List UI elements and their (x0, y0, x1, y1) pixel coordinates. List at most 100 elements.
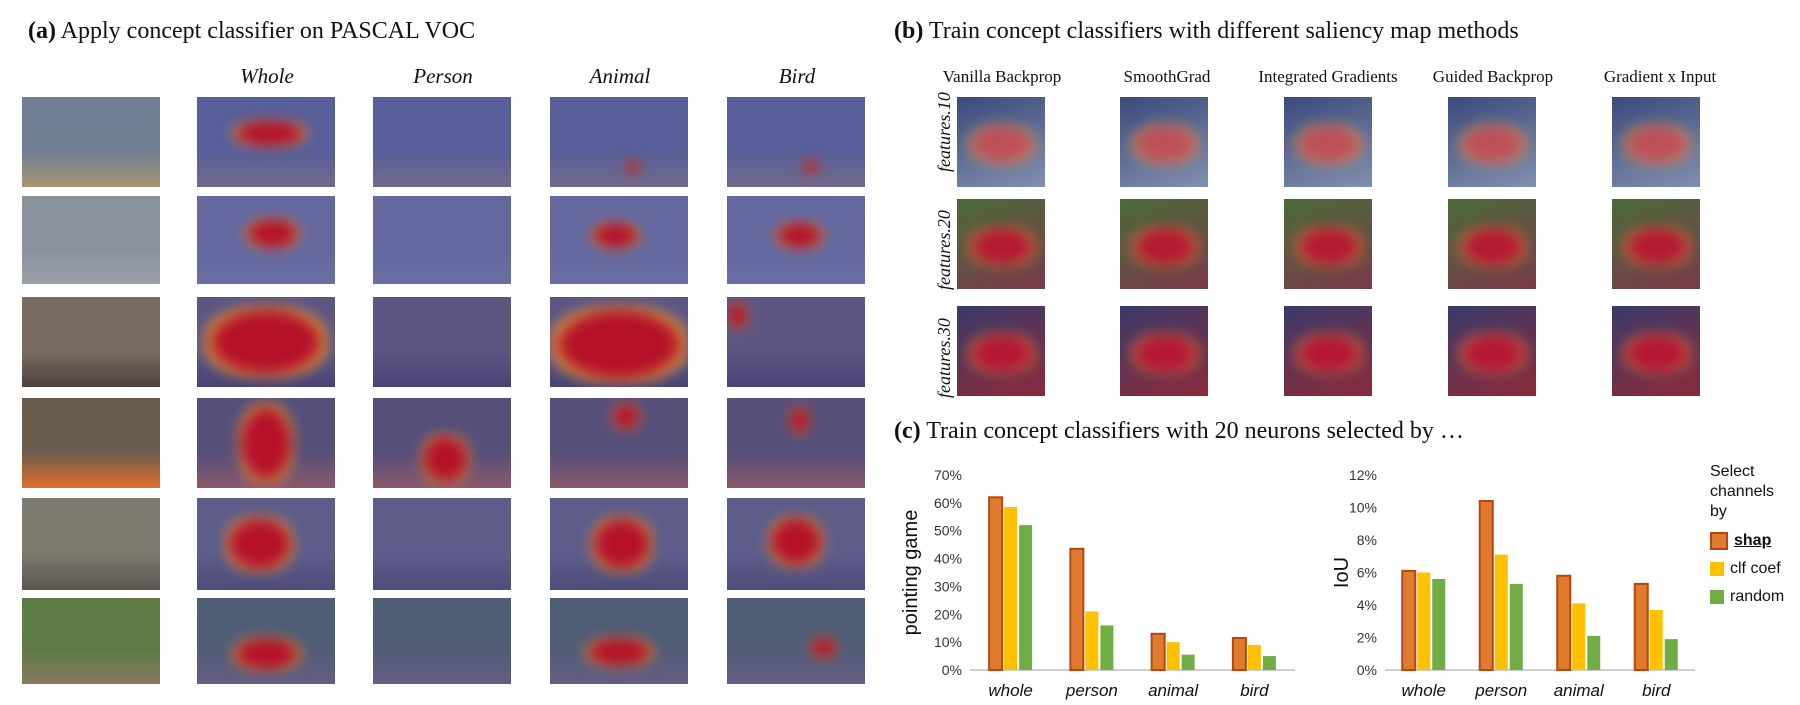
panel-c-title: (c) Train concept classifiers with 20 ne… (894, 418, 1464, 445)
bar-shap (988, 496, 1004, 671)
column-header-bird: Bird (778, 64, 816, 88)
method-header-integrated-gradients: Integrated Gradients (1258, 67, 1398, 86)
y-axis-label: pointing game (900, 510, 922, 636)
y-tick-label: 10% (934, 634, 962, 650)
heatmap-image (550, 97, 688, 187)
saliency-map-image (957, 306, 1045, 396)
y-tick-label: 30% (934, 578, 962, 594)
bar-shap (1069, 547, 1085, 671)
column-header-person: Person (413, 64, 473, 88)
saliency-map-image (1120, 97, 1208, 187)
bar-shap (1231, 636, 1247, 671)
bar-random (1181, 654, 1195, 670)
heatmap-image (373, 598, 511, 684)
iou-chart: IoU 0% 2% 4% 6% 8% 10% 12% whole person animal bird (1331, 467, 1695, 700)
y-tick-label: 8% (1357, 532, 1377, 548)
x-tick-label: animal (1148, 681, 1199, 700)
method-header-guided-backprop: Guided Backprop (1432, 67, 1554, 86)
saliency-map-image (957, 97, 1045, 187)
pointing-game-chart: pointing game 0% 10% 20% 30% 40% 50% 60% 70% whol… (900, 467, 1295, 700)
heatmap-image (727, 297, 865, 387)
bar-random (1509, 583, 1523, 670)
y-tick-label: 40% (934, 551, 962, 567)
legend-title: Select channels by (1710, 463, 1775, 520)
y-tick-label: 60% (934, 495, 962, 511)
heatmap-image (373, 498, 511, 590)
x-tick-label: person (1474, 681, 1527, 700)
saliency-map-image (1612, 199, 1700, 289)
layer-label-features-30: features.30 (934, 318, 954, 398)
legend-item-shap: shap (1710, 532, 1798, 550)
column-header-whole: Whole (240, 64, 294, 88)
saliency-map-image (1120, 306, 1208, 396)
x-tick-label: animal (1554, 681, 1605, 700)
source-image (22, 598, 160, 684)
heatmap-image (197, 598, 335, 684)
source-image (22, 398, 160, 488)
heatmap-image (727, 598, 865, 684)
panel-c-title-text: Train concept classifiers with 20 neuron… (926, 418, 1464, 444)
heatmap-image (550, 498, 688, 590)
heatmap-image (727, 498, 865, 590)
y-tick-label: 50% (934, 523, 962, 539)
y-tick-label: 10% (1349, 500, 1377, 516)
y-tick-label: 4% (1357, 597, 1377, 613)
y-axis-label: IoU (1331, 557, 1353, 588)
saliency-map-image (1448, 199, 1536, 289)
saliency-map-image (1612, 306, 1700, 396)
method-header-vanilla-backprop: Vanilla Backprop (942, 67, 1062, 86)
saliency-map-image (1120, 199, 1208, 289)
heatmap-image (373, 297, 511, 387)
panel-c-label: (c) (894, 418, 921, 444)
bar-shap (1478, 500, 1494, 671)
heatmap-image (727, 398, 865, 488)
heatmap-image (727, 97, 865, 187)
y-tick-label: 20% (934, 606, 962, 622)
method-header-smoothgrad: SmoothGrad (1123, 67, 1211, 86)
heatmap-image (373, 196, 511, 284)
heatmap-image (197, 498, 335, 590)
bar-clf-coef (1417, 572, 1431, 670)
x-tick-label: person (1065, 681, 1118, 700)
legend-swatch-random (1710, 590, 1724, 604)
source-image (22, 498, 160, 590)
bar-clf-coef (1004, 507, 1018, 670)
x-tick-label: bird (1642, 681, 1671, 700)
legend-swatch-shap (1710, 532, 1728, 550)
bar-random (1587, 635, 1601, 670)
legend-label-random: random (1730, 588, 1785, 605)
saliency-map-image (957, 199, 1045, 289)
bar-random (1100, 625, 1114, 670)
bar-shap (1401, 569, 1417, 671)
layer-label-features-10: features.10 (934, 92, 954, 172)
saliency-map-image (1448, 97, 1536, 187)
panel-a-title-text: Apply concept classifier on PASCAL VOC (60, 18, 476, 44)
bar-clf-coef (1649, 609, 1663, 670)
bar-clf-coef (1085, 611, 1099, 670)
saliency-map-image (1284, 199, 1372, 289)
bar-shap (1633, 582, 1649, 671)
y-tick-label: 0% (942, 662, 962, 678)
heatmap-image (550, 297, 688, 387)
bar-shap (1556, 574, 1572, 671)
method-header-gradient-x-input: Gradient x Input (1603, 67, 1717, 86)
heatmap-image (197, 297, 335, 387)
y-tick-label: 12% (1349, 467, 1377, 483)
legend-item-clf-coef: clf coef (1710, 560, 1798, 578)
heatmap-image (197, 196, 335, 284)
saliency-map-image (1284, 97, 1372, 187)
chart-legend: Select channels by shap clf coef random (1710, 462, 1798, 606)
panel-a-image-grid (0, 0, 880, 705)
panel-a-title: (a) Apply concept classifier on PASCAL V… (28, 18, 475, 45)
panel-a-label: (a) (28, 18, 56, 44)
x-tick-label: whole (988, 681, 1032, 700)
y-tick-label: 6% (1357, 565, 1377, 581)
panel-b-title: (b) Train concept classifiers with diffe… (894, 18, 1519, 45)
heatmap-image (550, 398, 688, 488)
legend-swatch-clf-coef (1710, 562, 1724, 576)
y-tick-label: 2% (1357, 630, 1377, 646)
legend-label-shap: shap (1734, 532, 1772, 549)
legend-item-random: random (1710, 588, 1798, 606)
bar-clf-coef (1572, 603, 1586, 670)
layer-label-features-20: features.20 (934, 210, 954, 290)
